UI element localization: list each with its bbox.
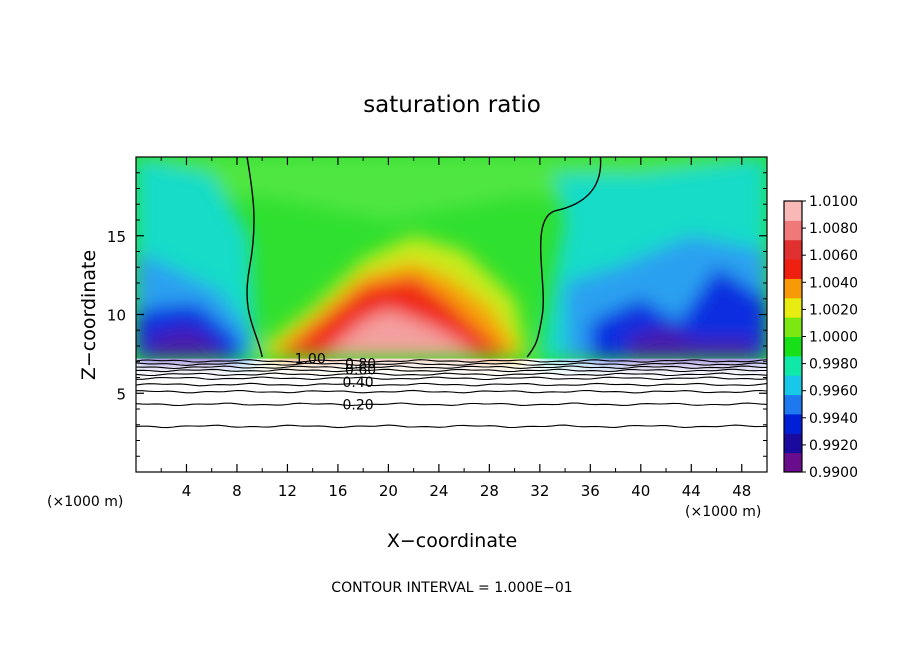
contour-line [136, 424, 767, 429]
colorbar-segment [784, 355, 802, 376]
colorbar-segment [784, 452, 802, 473]
contour-label: 0.40 [343, 375, 374, 391]
contour-line [136, 402, 767, 407]
x-tick-label: 36 [581, 482, 600, 500]
contour-line [136, 368, 767, 373]
colorbar-tick-label: 1.0080 [809, 221, 858, 237]
contour-line [136, 376, 767, 381]
x-tick-label: 20 [379, 482, 398, 500]
colorbar-segment [784, 394, 802, 415]
colorbar-tick-label: 0.9900 [809, 465, 858, 481]
field-left-purple [148, 327, 225, 357]
colorbar-segment [784, 259, 802, 279]
colorbar-tick-label: 1.0000 [809, 330, 858, 346]
contour-lines: 1.00 0.800.600.40 0.20 [136, 352, 767, 429]
colorbar-tick-label: 0.9940 [809, 411, 858, 427]
colorbar-tick-label: 1.0040 [809, 275, 858, 291]
colorbar-tick-label: 1.0100 [809, 194, 858, 210]
field-pink [325, 309, 477, 354]
x-unit-left: (×1000 m) [47, 494, 123, 510]
x-tick-label: 48 [732, 482, 751, 500]
colorbar-segment [784, 201, 802, 221]
x-tick-label: 32 [530, 482, 549, 500]
colorbar-segment [784, 317, 802, 337]
contour-line [136, 365, 767, 370]
x-tick-label: 44 [682, 482, 701, 500]
colorbar-segment [784, 278, 802, 299]
colorbar-tick-label: 0.9920 [809, 438, 858, 454]
colorbar-segment [784, 297, 802, 318]
colorbar-segment [784, 239, 802, 260]
contour-label: 0.20 [343, 397, 374, 413]
colorbar-segment [784, 413, 802, 434]
y-tick-label: 15 [107, 228, 126, 246]
colorbar-tick-label: 0.9960 [809, 384, 858, 400]
x-tick-label: 24 [429, 482, 448, 500]
x-tick-label: 8 [232, 482, 242, 500]
colorbar-tick-label: 1.0060 [809, 248, 858, 264]
contour-left-unity [246, 157, 263, 358]
colorbar-segment [784, 220, 802, 241]
x-tick-label: 12 [278, 482, 297, 500]
contour-label: 0.60 [345, 363, 376, 379]
contour-line [136, 389, 767, 394]
contour-label: 1.00 [295, 352, 326, 368]
plot-area: 1.00 0.800.600.40 0.20 [135, 156, 768, 473]
contour-label: 0.80 [345, 356, 376, 372]
contour-line [136, 359, 767, 363]
x-axis-label: X−coordinate [387, 530, 517, 552]
field-light-green-top [136, 157, 767, 220]
contour-line [136, 382, 767, 387]
x-axis: 4 8 12 16 20 24 28 32 36 40 44 48 [160, 157, 751, 500]
x-tick-label: 16 [328, 482, 347, 500]
chart-title: saturation ratio [363, 92, 541, 118]
colorbar: 1.0100 1.0080 1.0060 1.0040 1.0020 1.0000 0.99… [783, 194, 858, 481]
y-tick-label: 5 [116, 385, 126, 403]
contour-line [136, 362, 767, 366]
colorbar-segment [784, 336, 802, 357]
contour-line [136, 372, 767, 377]
x-unit-right: (×1000 m) [685, 504, 761, 520]
colorbar-segment [784, 433, 802, 454]
colorbar-tick-label: 1.0020 [809, 302, 858, 318]
y-axis-label: Z−coordinate [78, 250, 100, 380]
y-tick-label: 10 [107, 307, 126, 325]
field-right-purple [628, 327, 755, 357]
x-tick-label: 40 [631, 482, 650, 500]
x-tick-label: 4 [182, 482, 192, 500]
colorbar-tick-label: 0.9980 [809, 357, 858, 373]
colorbar-segment [784, 375, 802, 396]
contour-right-unity [526, 157, 602, 358]
saturation-field [136, 157, 767, 359]
contour-interval-footer: CONTOUR INTERVAL = 1.000E−01 [331, 580, 572, 596]
x-tick-label: 28 [480, 482, 499, 500]
y-axis: 5 10 15 [107, 172, 767, 457]
